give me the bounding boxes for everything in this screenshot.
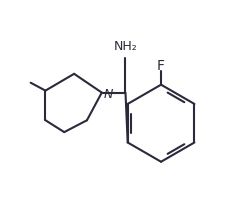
Text: NH₂: NH₂ <box>114 40 137 53</box>
Text: F: F <box>157 59 165 73</box>
Text: N: N <box>104 88 114 101</box>
